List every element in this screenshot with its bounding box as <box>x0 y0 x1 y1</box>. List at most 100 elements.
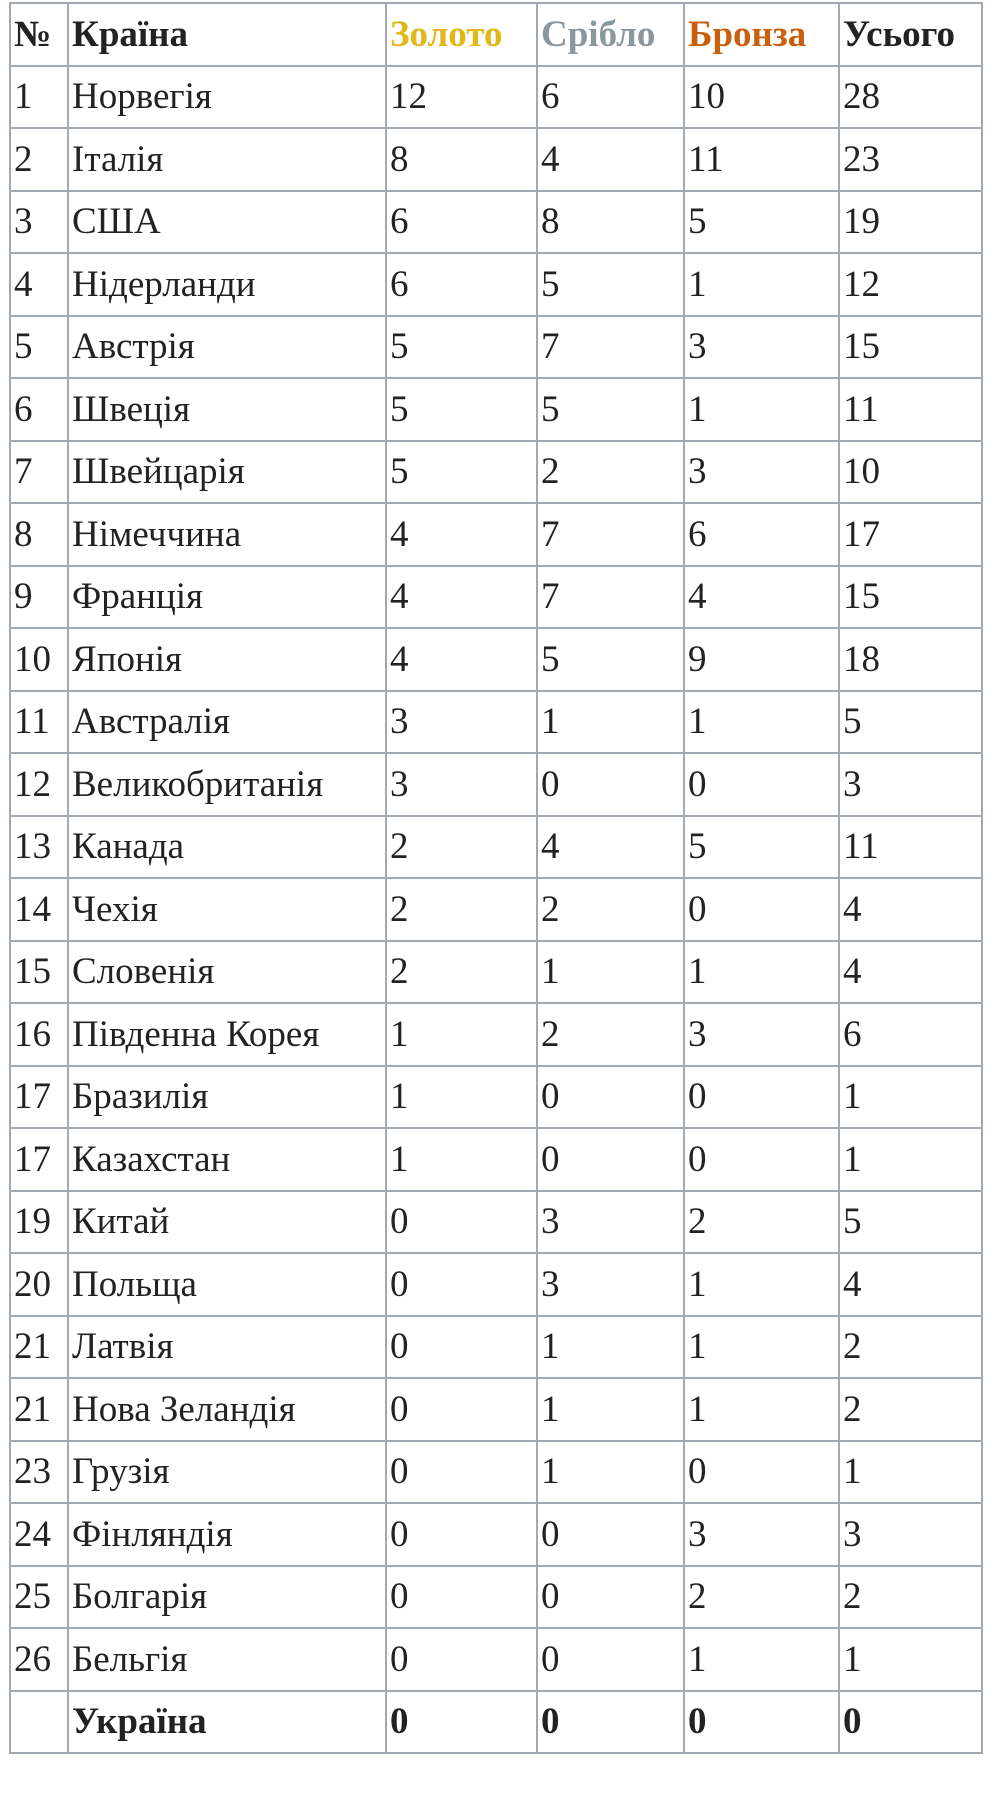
table-cell: 1 <box>385 1002 538 1067</box>
table-cell: 0 <box>838 1689 983 1754</box>
table-cell: Польща <box>67 1252 387 1317</box>
table-cell: 0 <box>536 752 685 817</box>
table-cell: 1 <box>385 1064 538 1129</box>
table-cell: Китай <box>67 1189 387 1254</box>
table-row: 21 Латвія 0 1 1 2 <box>9 1314 983 1379</box>
table-cell: 12 <box>838 252 983 317</box>
table-cell: 2 <box>536 1002 685 1067</box>
table-row: 5 Австрія 5 7 3 15 <box>9 314 983 379</box>
table-cell: 0 <box>683 1064 840 1129</box>
table-cell: 23 <box>838 127 983 192</box>
table-row: 19 Китай 0 3 2 5 <box>9 1189 983 1254</box>
table-cell: 5 <box>838 1189 983 1254</box>
table-cell: 13 <box>9 814 69 879</box>
table-cell: 6 <box>385 189 538 254</box>
table-row: 23 Грузія 0 1 0 1 <box>9 1439 983 1504</box>
table-cell: 14 <box>9 877 69 942</box>
table-cell: Бельгія <box>67 1627 387 1692</box>
table-row: 11 Австралія 3 1 1 5 <box>9 689 983 754</box>
total-row: Україна 0 0 0 0 <box>9 1689 983 1754</box>
table-cell: 3 <box>683 439 840 504</box>
table-cell: 4 <box>385 627 538 692</box>
table-cell: 25 <box>9 1564 69 1629</box>
table-cell: 7 <box>536 314 685 379</box>
table-row: 16 Південна Корея 1 2 3 6 <box>9 1002 983 1067</box>
table-cell: 6 <box>838 1002 983 1067</box>
table-cell: Канада <box>67 814 387 879</box>
table-cell: 0 <box>536 1627 685 1692</box>
empty-cell <box>9 1689 69 1754</box>
table-cell: 0 <box>683 752 840 817</box>
table-cell: 19 <box>838 189 983 254</box>
table-cell: 0 <box>385 1564 538 1629</box>
table-cell: 3 <box>683 314 840 379</box>
table-cell: 4 <box>838 1252 983 1317</box>
table-cell: 1 <box>536 1314 685 1379</box>
table-cell: 0 <box>385 1189 538 1254</box>
medal-table: № Країна Золото Срібло Бронза Усього 1 Норвегі… <box>9 2 983 1754</box>
table-cell: 7 <box>536 564 685 629</box>
header-cell: Усього <box>838 2 983 67</box>
table-cell: 15 <box>838 314 983 379</box>
table-cell: 1 <box>683 252 840 317</box>
table-cell: 11 <box>838 814 983 879</box>
table-row: 15 Словенія 2 1 1 4 <box>9 939 983 1004</box>
table-cell: Південна Корея <box>67 1002 387 1067</box>
table-cell: 1 <box>683 1377 840 1442</box>
table-row: 4 Нідерланди 6 5 1 12 <box>9 252 983 317</box>
table-cell: 5 <box>9 314 69 379</box>
table-cell: 0 <box>385 1502 538 1567</box>
table-row: 17 Казахстан 1 0 0 1 <box>9 1127 983 1192</box>
table-cell: 7 <box>536 502 685 567</box>
table-cell: Латвія <box>67 1314 387 1379</box>
table-cell: 5 <box>536 627 685 692</box>
table-cell: Австралія <box>67 689 387 754</box>
table-cell: 5 <box>385 314 538 379</box>
table-cell: 0 <box>683 1439 840 1504</box>
table-cell: 0 <box>536 1502 685 1567</box>
header-cell: Країна <box>67 2 387 67</box>
table-cell: 2 <box>385 939 538 1004</box>
table-cell: 4 <box>9 252 69 317</box>
table-cell: 3 <box>9 189 69 254</box>
table-cell: 1 <box>683 689 840 754</box>
table-cell: 1 <box>683 939 840 1004</box>
table-cell: Японія <box>67 627 387 692</box>
table-cell: 4 <box>838 877 983 942</box>
table-row: 12 Великобританія 3 0 0 3 <box>9 752 983 817</box>
table-cell: Казахстан <box>67 1127 387 1192</box>
table-cell: 8 <box>385 127 538 192</box>
table-cell: 15 <box>9 939 69 1004</box>
header-row: № Країна Золото Срібло Бронза Усього <box>9 2 983 67</box>
table-cell: 1 <box>9 64 69 129</box>
table-cell: 17 <box>9 1064 69 1129</box>
table-cell: 15 <box>838 564 983 629</box>
table-cell: 12 <box>9 752 69 817</box>
table-cell: Австрія <box>67 314 387 379</box>
table-cell: Німеччина <box>67 502 387 567</box>
table-cell: 9 <box>9 564 69 629</box>
table-cell: Швеція <box>67 377 387 442</box>
table-cell: 7 <box>9 439 69 504</box>
table-cell: 3 <box>683 1502 840 1567</box>
table-cell: 0 <box>536 1689 685 1754</box>
table-cell: Чехія <box>67 877 387 942</box>
table-cell: 1 <box>536 1439 685 1504</box>
table-cell: 0 <box>385 1252 538 1317</box>
table-cell: 12 <box>385 64 538 129</box>
table-row: 24 Фінляндія 0 0 3 3 <box>9 1502 983 1567</box>
header-cell: Срібло <box>536 2 685 67</box>
table-row: 26 Бельгія 0 0 1 1 <box>9 1627 983 1692</box>
table-cell: Норвегія <box>67 64 387 129</box>
table-cell: 10 <box>683 64 840 129</box>
table-cell: 1 <box>536 939 685 1004</box>
table-cell: 4 <box>385 564 538 629</box>
table-cell: Грузія <box>67 1439 387 1504</box>
table-cell: 9 <box>683 627 840 692</box>
table-cell: 1 <box>683 377 840 442</box>
table-cell: 8 <box>9 502 69 567</box>
table-row: 17 Бразилія 1 0 0 1 <box>9 1064 983 1129</box>
table-cell: 1 <box>536 1377 685 1442</box>
table-cell: 1 <box>385 1127 538 1192</box>
